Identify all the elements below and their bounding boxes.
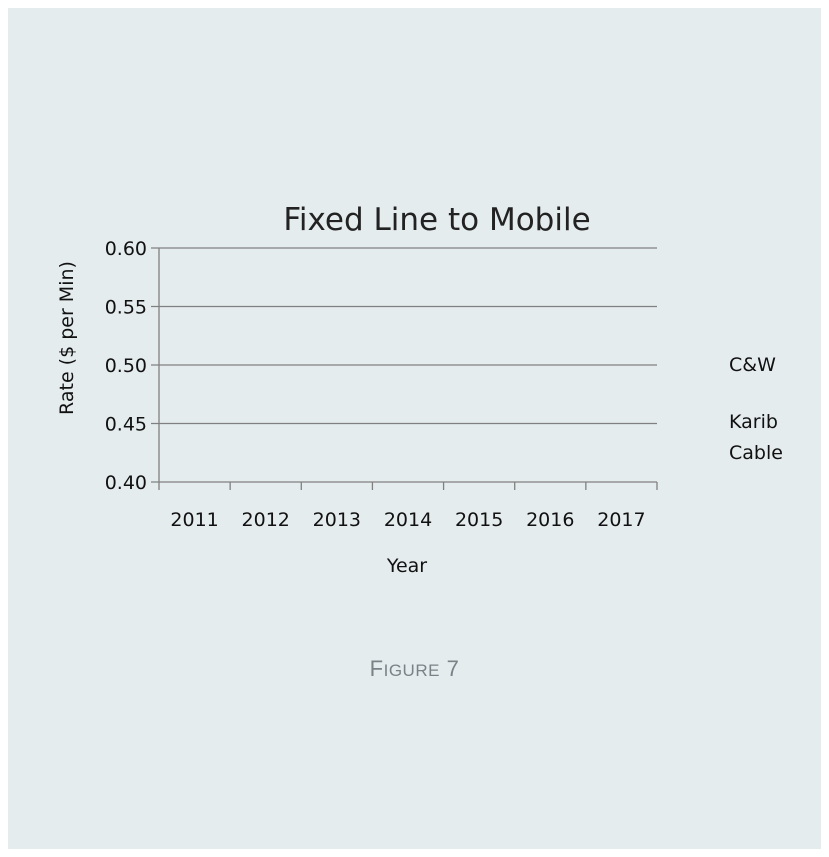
- x-tick-label: 2015: [455, 509, 503, 531]
- x-tick-label: 2012: [242, 509, 290, 531]
- y-tick-label: 0.45: [105, 414, 147, 436]
- x-tick-label: 2017: [597, 509, 645, 531]
- legend: C&W Karib Cable: [729, 354, 783, 464]
- y-axis-title: Rate ($ per Min): [56, 261, 78, 415]
- gridlines: [151, 247, 657, 483]
- x-tick-label: 2013: [313, 509, 361, 531]
- x-tick-label: 2016: [526, 509, 574, 531]
- figure-caption: FIGURE 7: [0, 656, 829, 682]
- x-tick-label: 2011: [170, 509, 218, 531]
- y-tick-label: 0.60: [105, 238, 147, 260]
- legend-item-karib-cable: Karib Cable: [729, 411, 783, 464]
- legend-item-karib-cable-line: Cable: [729, 442, 783, 464]
- caption-number: 7: [446, 656, 460, 681]
- y-tick-label: 0.50: [105, 355, 147, 377]
- y-tick-label: 0.40: [105, 472, 147, 494]
- x-axis-title: Year: [386, 555, 427, 577]
- x-axis-ticks: 2011 2012 2013 2014 2015 2016 2017: [170, 509, 645, 531]
- legend-item-karib-cable-line: Karib: [729, 411, 778, 433]
- y-tick-label: 0.55: [105, 297, 147, 319]
- legend-item-cw: C&W: [729, 354, 776, 376]
- chart-title: Fixed Line to Mobile: [283, 202, 590, 238]
- x-axis: [158, 248, 658, 490]
- x-tick-label: 2014: [384, 509, 432, 531]
- caption-rest: IGURE: [383, 661, 440, 680]
- y-axis-ticks: 0.60 0.55 0.50 0.45 0.40: [105, 238, 147, 494]
- caption-initial: F: [369, 656, 384, 681]
- figure-panel: [8, 8, 821, 849]
